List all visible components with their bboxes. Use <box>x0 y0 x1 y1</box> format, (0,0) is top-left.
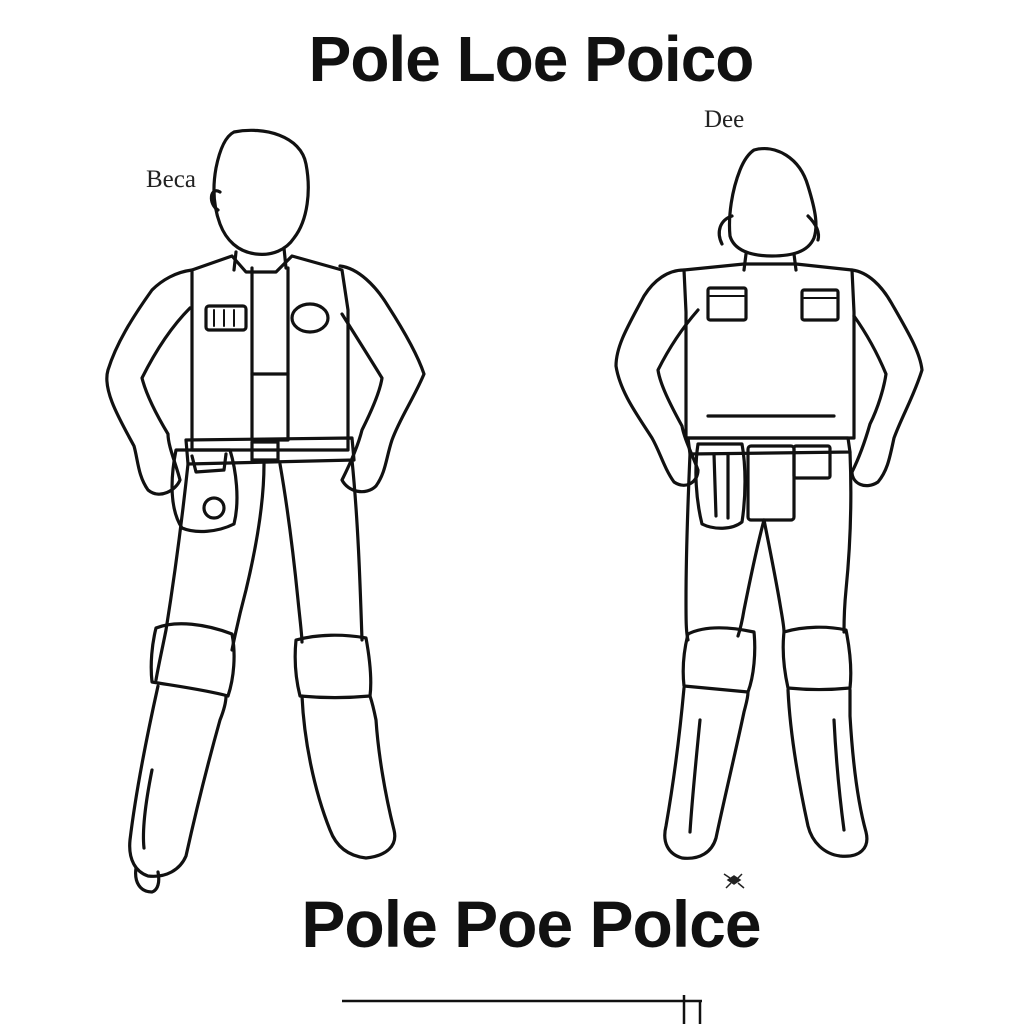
pants-left-leg <box>684 452 692 642</box>
vest-outline <box>190 254 350 452</box>
police-figure-front-icon <box>96 120 436 900</box>
pants-right-leg <box>842 450 853 634</box>
belt-buckle <box>250 440 280 462</box>
crotch <box>230 462 266 652</box>
left-boot-back <box>663 686 750 860</box>
neck-back <box>742 252 798 272</box>
signature-line <box>340 995 710 1024</box>
page-title-bottom: Pole Poe Polce <box>301 887 761 961</box>
left-arm-outline <box>614 268 700 487</box>
cap-brim <box>806 214 821 242</box>
left-boot-outline <box>128 684 228 878</box>
page-title-top: Pole Loe Poico <box>308 23 755 95</box>
left-knee-pad-icon <box>149 622 236 698</box>
right-knee-pad-icon <box>293 633 373 700</box>
right-boot-back <box>786 688 869 858</box>
right-arm-outline <box>338 264 426 494</box>
pouch-right <box>792 444 832 480</box>
holster-back-detail <box>712 452 730 520</box>
pants-right-leg <box>350 458 364 642</box>
head-outline <box>212 128 310 256</box>
badge-stripes <box>213 309 235 327</box>
vest-back-outline <box>682 262 856 440</box>
left-shin-detail <box>141 768 154 850</box>
right-arm-outline <box>850 268 924 488</box>
head-back-outline <box>727 147 818 258</box>
pants-left-leg <box>154 462 190 682</box>
inner-right-leg <box>762 518 786 634</box>
label-left: Beca <box>146 166 196 193</box>
holster-flap <box>190 452 228 474</box>
back-pocket-right-icon <box>800 288 840 322</box>
holster-icon <box>170 448 239 534</box>
right-boot-outline <box>300 694 397 860</box>
pouch-center <box>746 444 796 522</box>
holster-back-icon <box>694 442 747 530</box>
shirt-placket <box>250 266 290 442</box>
ear <box>209 189 222 212</box>
back-pocket-left-icon <box>706 286 748 322</box>
helmet-strap <box>717 214 734 246</box>
inner-left-leg <box>736 518 766 638</box>
left-boot-toe <box>134 866 161 894</box>
holster-snap <box>202 496 226 520</box>
police-figure-back-icon <box>604 120 934 880</box>
inner-right-leg <box>278 462 304 644</box>
label-right: Dee <box>704 106 745 133</box>
ink-speck-icon <box>718 868 750 894</box>
left-arm-outline <box>105 268 194 496</box>
right-calf-guard-icon <box>781 625 853 692</box>
right-boot-seam <box>832 718 846 832</box>
chest-badge-left-icon <box>204 304 248 332</box>
belt <box>184 436 356 466</box>
left-calf-guard-icon <box>681 626 757 694</box>
left-boot-seam <box>688 718 702 834</box>
chest-badge-right-icon <box>290 302 330 334</box>
